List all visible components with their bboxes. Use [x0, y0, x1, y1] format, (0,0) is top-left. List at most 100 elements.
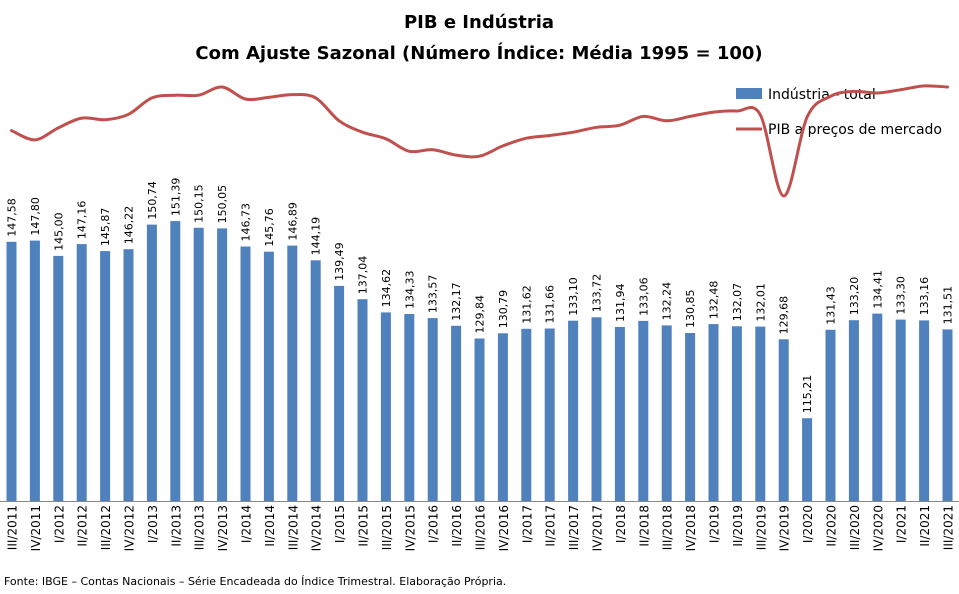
- bar-data-label-3: 147,16: [76, 201, 89, 240]
- bar-data-label-17: 134,33: [403, 271, 416, 310]
- line-series-pib: [10, 84, 949, 198]
- bar-34: [802, 418, 813, 501]
- x-tick-label-8: III/2013: [193, 505, 207, 550]
- bar-data-label-6: 150,74: [146, 181, 159, 220]
- legend-swatch-industria: [736, 88, 762, 99]
- x-tick-label-32: III/2019: [754, 505, 768, 550]
- bar-5: [123, 249, 134, 501]
- x-tick-label-7: II/2013: [169, 505, 183, 547]
- bar-25: [591, 317, 602, 501]
- x-tick-label-33: IV/2019: [778, 505, 792, 551]
- x-tick-label-29: IV/2018: [684, 505, 698, 551]
- bar-data-label-11: 145,76: [263, 208, 276, 247]
- bar-data-label-34: 115,21: [801, 375, 814, 414]
- bar-data-label-32: 132,01: [754, 283, 767, 322]
- chart-subtitle: Com Ajuste Sazonal (Número Índice: Média…: [195, 42, 762, 64]
- bar-data-label-8: 150,15: [193, 184, 206, 223]
- bar-10: [240, 246, 251, 501]
- x-tick-label-18: I/2016: [427, 505, 441, 543]
- bar-24: [568, 320, 579, 501]
- bar-data-label-12: 146,89: [286, 202, 299, 241]
- bar-data-label-5: 146,22: [123, 206, 136, 245]
- x-tick-label-38: I/2021: [895, 505, 909, 543]
- bar-data-label-26: 131,94: [614, 284, 627, 323]
- x-tick-label-2: I/2012: [52, 505, 66, 543]
- x-tick-label-27: II/2018: [637, 505, 651, 547]
- x-tick-label-20: III/2016: [474, 505, 488, 550]
- x-tick-label-15: II/2015: [357, 505, 371, 547]
- bar-data-label-39: 133,16: [918, 277, 931, 316]
- bar-16: [380, 312, 391, 501]
- x-tick-label-3: II/2012: [76, 505, 90, 547]
- x-tick-label-11: II/2014: [263, 505, 277, 547]
- bar-3: [76, 244, 87, 501]
- bar-data-label-27: 133,06: [637, 277, 650, 316]
- bar-12: [287, 245, 298, 501]
- bar-data-label-25: 133,72: [591, 274, 604, 313]
- bar-data-label-9: 150,05: [216, 185, 229, 224]
- bar-8: [193, 227, 204, 502]
- x-tick-label-17: IV/2015: [403, 505, 417, 551]
- x-tick-label-24: III/2017: [567, 505, 581, 550]
- x-tick-label-10: I/2014: [240, 505, 254, 543]
- bar-17: [404, 314, 415, 501]
- bar-30: [708, 324, 719, 501]
- source-note: Fonte: IBGE – Contas Nacionais – Série E…: [4, 575, 507, 588]
- bar-data-label-22: 131,62: [520, 285, 533, 324]
- bar-data-label-13: 144,19: [310, 217, 323, 256]
- bar-data-label-15: 137,04: [357, 256, 370, 295]
- bar-data-label-35: 131,43: [825, 286, 838, 325]
- bar-23: [544, 328, 555, 501]
- bar-data-label-10: 146,73: [240, 203, 253, 242]
- bar-data-label-38: 133,30: [895, 276, 908, 315]
- bar-36: [848, 320, 859, 501]
- bar-0: [6, 241, 17, 502]
- bar-1: [29, 240, 40, 501]
- x-tick-label-21: IV/2016: [497, 505, 511, 551]
- x-tick-label-23: II/2017: [544, 505, 558, 547]
- bar-20: [474, 338, 485, 501]
- bar-29: [685, 333, 696, 501]
- bar-37: [872, 313, 883, 501]
- x-axis-ticks: III/2011 IV/2011 I/2012 II/2012 III/2012 IV/2…: [6, 505, 956, 551]
- bar-39: [919, 320, 930, 501]
- bar-7: [170, 221, 181, 501]
- bar-data-label-1: 147,80: [29, 197, 42, 236]
- bar-series-industria: [6, 221, 953, 502]
- bar-40: [942, 329, 953, 501]
- bar-data-label-21: 130,79: [497, 290, 510, 329]
- bar-33: [778, 339, 789, 501]
- x-tick-label-16: III/2015: [380, 505, 394, 550]
- x-tick-label-28: III/2018: [661, 505, 675, 550]
- bar-32: [755, 326, 766, 501]
- bar-11: [263, 251, 274, 501]
- bar-35: [825, 329, 836, 501]
- bar-19: [451, 325, 462, 501]
- x-tick-label-31: II/2019: [731, 505, 745, 547]
- x-tick-label-6: I/2013: [146, 505, 160, 543]
- x-tick-label-12: III/2014: [286, 505, 300, 550]
- x-tick-label-36: III/2020: [848, 505, 862, 550]
- x-tick-label-25: IV/2017: [591, 505, 605, 551]
- bar-data-label-2: 145,00: [52, 212, 65, 251]
- x-tick-label-30: I/2019: [708, 505, 722, 543]
- bar-15: [357, 299, 368, 501]
- bar-18: [427, 318, 438, 501]
- x-tick-label-39: II/2021: [918, 505, 932, 547]
- bar-data-label-36: 133,20: [848, 277, 861, 316]
- chart-title: PIB e Indústria: [404, 12, 554, 33]
- x-tick-label-0: III/2011: [6, 505, 20, 550]
- x-tick-label-13: IV/2014: [310, 505, 324, 551]
- bar-6: [146, 224, 157, 501]
- bar-data-label-40: 131,51: [942, 286, 955, 325]
- x-tick-label-26: I/2018: [614, 505, 628, 543]
- bar-data-label-30: 132,48: [708, 281, 721, 320]
- bar-data-label-16: 134,62: [380, 269, 393, 308]
- bar-31: [731, 326, 742, 501]
- x-tick-label-22: I/2017: [520, 505, 534, 543]
- bar-data-label-37: 134,41: [871, 270, 884, 309]
- bar-28: [661, 325, 672, 501]
- bar-26: [614, 327, 625, 501]
- bar-data-label-31: 132,07: [731, 283, 744, 322]
